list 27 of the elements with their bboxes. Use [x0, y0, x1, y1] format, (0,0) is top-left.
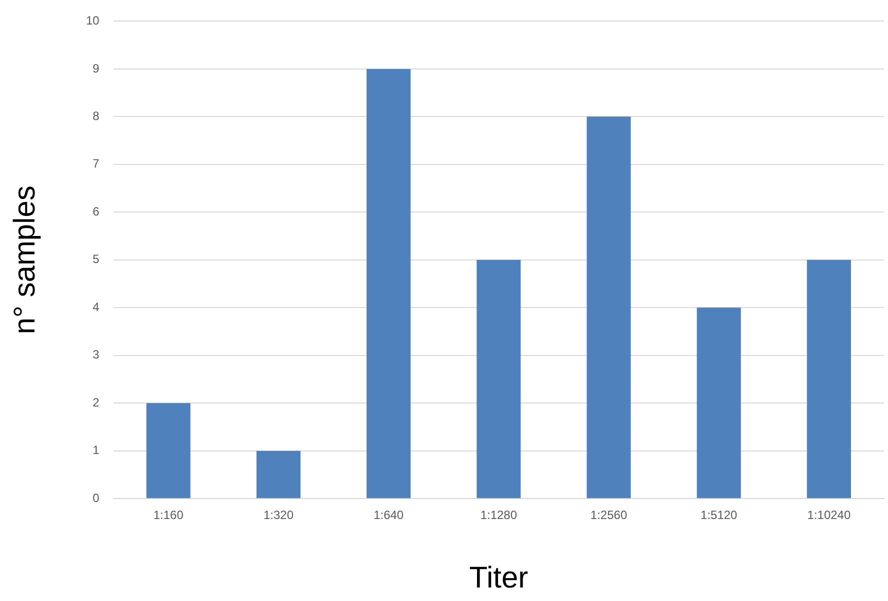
y-tick-label: 6 — [92, 204, 100, 218]
y-tick-label: 0 — [92, 490, 100, 505]
x-tick-label: 1:1280 — [480, 508, 518, 522]
y-tick-label: 3 — [92, 348, 100, 362]
x-tick-label: 1:2560 — [590, 508, 628, 522]
x-axis-title: Titer — [469, 561, 528, 594]
bar — [696, 308, 741, 498]
y-tick-label: 7 — [92, 156, 100, 171]
bar — [366, 68, 411, 498]
y-tick-label: 1 — [92, 443, 100, 458]
y-axis-title: n° samples — [8, 186, 42, 334]
x-tick-label: 1:160 — [153, 508, 184, 522]
y-tick-label: 5 — [92, 252, 100, 266]
y-tick-label: 10 — [86, 14, 100, 28]
y-tick-label: 8 — [92, 108, 100, 123]
bar — [146, 403, 190, 498]
bar — [806, 260, 851, 498]
bar — [256, 450, 301, 498]
y-tick-label: 9 — [92, 61, 100, 76]
x-tick-label: 1:320 — [263, 508, 294, 522]
x-tick-label: 1:5120 — [700, 508, 738, 522]
y-tick-label: 2 — [92, 395, 100, 410]
x-tick-label: 1:640 — [374, 508, 404, 522]
bar — [476, 260, 521, 498]
bar — [586, 116, 631, 498]
x-tick-label: 1:10240 — [807, 508, 851, 522]
y-tick-label: 4 — [92, 300, 100, 314]
